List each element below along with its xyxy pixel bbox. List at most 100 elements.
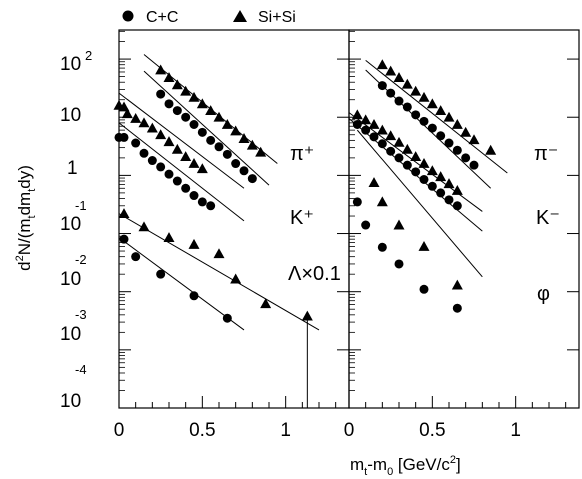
- right-point-triangle: [418, 158, 430, 168]
- left-point-circle: [247, 174, 257, 184]
- right-point-triangle: [368, 118, 380, 129]
- right-point-circle: [444, 138, 454, 148]
- legend: C+C Si+Si: [122, 9, 296, 26]
- left-point-triangle: [138, 221, 150, 232]
- right-point-circle: [394, 96, 404, 106]
- y-tick-1e-2-exponent: -2: [75, 252, 87, 267]
- left-point-triangle: [163, 72, 175, 83]
- right-point-triangle: [393, 219, 405, 230]
- label-pi-plus: π⁺: [290, 143, 314, 165]
- y-tick-1e2-exponent: 2: [85, 48, 92, 63]
- right-point-triangle: [443, 111, 455, 122]
- y-tick-1e-1-exponent: -1: [75, 198, 87, 213]
- x-axis-label: mt-m0 [GeV/c2]: [350, 454, 461, 478]
- right-point-triangle: [360, 114, 372, 125]
- right-point-triangle: [376, 124, 388, 135]
- y-tick-1e-3-exponent: -3: [75, 307, 87, 322]
- left-point-triangle: [163, 232, 175, 243]
- y-tick-1e-4: 10: [60, 391, 81, 412]
- left-point-circle: [147, 156, 157, 166]
- right-xtick-label: 0: [344, 420, 355, 441]
- left-point-triangle: [230, 273, 242, 284]
- right-point-circle: [469, 160, 479, 170]
- left-point-circle: [231, 159, 241, 169]
- right-fit-line: [356, 129, 483, 278]
- left-point-triangle: [180, 85, 192, 96]
- right-point-triangle: [468, 134, 480, 145]
- left-point-triangle: [171, 143, 183, 154]
- left-fit-line: [118, 122, 245, 222]
- left-fit-line: [118, 213, 320, 331]
- right-point-circle: [402, 160, 412, 170]
- left-point-circle: [164, 169, 174, 179]
- right-point-triangle: [393, 72, 405, 83]
- particle-labels-left: π⁺ K⁺ Λ×0.1: [288, 143, 341, 285]
- y-tick-1e-2: 10: [60, 269, 81, 290]
- left-point-circle: [206, 201, 216, 211]
- right-point-triangle: [401, 143, 413, 154]
- left-point-circle: [139, 148, 149, 158]
- right-point-triangle: [351, 109, 363, 120]
- right-point-circle: [386, 146, 396, 156]
- right-point-triangle: [418, 91, 430, 102]
- right-point-triangle: [443, 178, 455, 189]
- left-point-circle: [206, 135, 216, 145]
- right-point-triangle: [376, 59, 388, 70]
- legend-circle-marker: [122, 10, 134, 22]
- left-point-triangle: [255, 146, 267, 157]
- left-point-triangle: [213, 111, 225, 122]
- particle-labels-right: π⁻ K⁻ φ: [534, 143, 560, 305]
- right-fit-line: [348, 112, 483, 212]
- panel-right: 0 0.5 1: [344, 29, 580, 441]
- left-point-circle: [131, 252, 141, 262]
- left-point-triangle: [188, 238, 200, 249]
- left-fit-line: [143, 70, 270, 186]
- left-panel-frame: [118, 29, 350, 409]
- label-phi: φ: [537, 283, 550, 305]
- right-point-triangle: [368, 177, 380, 188]
- left-point-triangle: [130, 113, 142, 123]
- label-k-minus: K⁻: [536, 207, 560, 229]
- right-point-circle: [394, 153, 404, 163]
- left-point-triangle: [221, 118, 233, 129]
- right-point-circle: [377, 81, 387, 91]
- left-point-circle: [181, 183, 191, 193]
- left-point-circle: [197, 127, 207, 137]
- left-xtick-label: 0.5: [189, 420, 215, 441]
- right-point-circle: [402, 102, 412, 112]
- left-point-triangle: [155, 64, 167, 75]
- left-point-triangle: [196, 163, 208, 174]
- y-tick-1e-3: 10: [60, 324, 81, 345]
- right-point-triangle: [451, 279, 463, 290]
- left-point-triangle: [155, 129, 167, 140]
- legend-label-cc: C+C: [146, 9, 178, 26]
- left-point-circle: [164, 99, 174, 109]
- left-point-triangle: [205, 105, 217, 116]
- left-point-circle: [156, 269, 166, 279]
- left-point-circle: [119, 132, 129, 142]
- y-axis-label: d2N/(mtdmtdy): [14, 165, 38, 271]
- right-point-circle: [427, 123, 437, 133]
- right-point-triangle: [385, 65, 397, 76]
- right-point-triangle: [418, 240, 430, 251]
- left-point-circle: [172, 176, 182, 186]
- right-point-circle: [369, 132, 379, 142]
- left-point-triangle: [188, 91, 200, 102]
- left-point-triangle: [238, 133, 250, 143]
- right-point-triangle: [385, 130, 397, 141]
- right-point-circle: [377, 139, 387, 149]
- left-point-circle: [131, 138, 141, 148]
- right-point-triangle: [410, 151, 422, 162]
- right-point-circle: [436, 131, 446, 141]
- left-point-triangle: [196, 98, 208, 109]
- left-point-circle: [189, 291, 199, 301]
- left-xtick-label: 0: [114, 420, 125, 441]
- y-tick-1e2: 10: [60, 54, 81, 75]
- left-point-circle: [181, 112, 191, 122]
- left-point-triangle: [146, 122, 158, 133]
- left-point-circle: [172, 106, 182, 116]
- left-point-triangle: [118, 101, 130, 112]
- left-point-triangle: [121, 108, 133, 119]
- left-fit-line: [118, 237, 245, 331]
- right-point-circle: [452, 201, 462, 211]
